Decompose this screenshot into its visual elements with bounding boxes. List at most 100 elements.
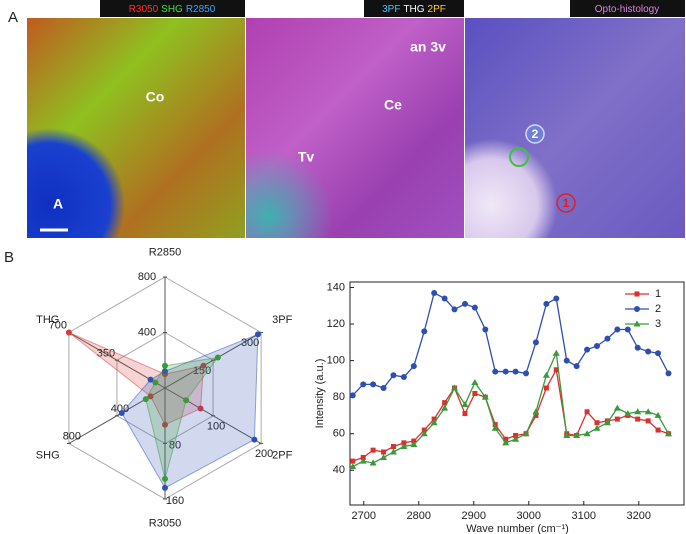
point	[349, 392, 356, 399]
point	[573, 432, 581, 439]
y-tick-label: 100	[327, 355, 345, 367]
tick-label: 150	[193, 365, 211, 377]
image-header	[100, 0, 245, 17]
point	[370, 447, 376, 453]
tick-label: 400	[138, 326, 156, 338]
image-header	[570, 0, 685, 17]
series-line	[352, 350, 670, 468]
point	[614, 326, 621, 333]
x-tick-label: 2700	[352, 510, 376, 522]
point	[431, 289, 438, 296]
radar-point	[162, 475, 168, 482]
radar-point	[142, 396, 149, 403]
y-tick-label: 140	[327, 281, 345, 293]
tick-label: 160	[166, 495, 184, 507]
y-axis-label: Intensity (a.u.)	[314, 359, 326, 429]
point	[522, 430, 530, 437]
radar-point	[254, 331, 261, 338]
roi-circle	[556, 193, 576, 213]
plot-frame	[349, 281, 685, 506]
radar-area	[121, 333, 259, 489]
point	[604, 335, 611, 342]
image-label: Ce	[384, 97, 402, 113]
radar-point	[183, 397, 190, 404]
point	[614, 416, 620, 422]
header-word: Opto-histology	[595, 4, 659, 15]
point	[654, 411, 662, 418]
point	[583, 430, 591, 437]
point	[533, 412, 539, 418]
point	[441, 295, 448, 302]
point	[390, 372, 397, 379]
axis-label: 2PF	[272, 450, 292, 462]
x-tick-label: 3000	[517, 510, 541, 522]
y-tick-label: 40	[333, 464, 345, 476]
point	[442, 400, 448, 406]
point	[411, 438, 417, 444]
image-header-text: Opto-histology	[595, 4, 659, 15]
radar-point	[162, 421, 168, 428]
point	[664, 430, 672, 437]
point	[401, 440, 407, 446]
point	[349, 463, 357, 470]
image-label: an 3v	[410, 39, 446, 55]
point	[381, 449, 387, 455]
image-label: Co	[146, 89, 165, 105]
point	[359, 457, 367, 464]
point	[624, 410, 632, 417]
legend-marker	[634, 291, 640, 297]
image-overlay	[27, 18, 245, 238]
point	[360, 454, 366, 460]
series-line	[352, 292, 670, 396]
radar-point	[147, 376, 154, 383]
point	[513, 433, 519, 439]
point	[512, 435, 520, 442]
point	[380, 385, 387, 392]
y-tick-label: 80	[333, 391, 345, 403]
point	[400, 374, 407, 381]
point	[471, 304, 478, 311]
point	[420, 430, 428, 437]
header-word: SHG	[161, 4, 183, 15]
point	[492, 368, 499, 375]
image-label: 2	[532, 127, 539, 141]
legend-label: 1	[655, 288, 661, 300]
header-word: 2PF	[428, 4, 446, 15]
legend-marker	[634, 306, 640, 312]
point	[350, 458, 356, 464]
radar-point	[162, 484, 168, 491]
x-tick-label: 3100	[572, 510, 596, 522]
point	[635, 416, 641, 422]
x-tick-label: 2800	[407, 510, 431, 522]
radar-point	[197, 405, 204, 412]
point	[421, 427, 427, 433]
point	[471, 379, 479, 386]
radar-point	[162, 368, 168, 375]
radar-point	[65, 329, 72, 336]
radar-point	[214, 354, 221, 361]
header-word: R3050	[129, 4, 159, 15]
point	[492, 422, 498, 428]
point	[644, 408, 652, 415]
tick-label: 100	[207, 420, 225, 432]
point	[369, 459, 377, 466]
point	[543, 385, 549, 391]
tick-label: 700	[49, 320, 67, 332]
point	[655, 350, 662, 357]
point	[410, 363, 417, 370]
radar-point	[200, 362, 207, 369]
point	[563, 432, 571, 439]
image-header-text: R3050 SHG R2850	[129, 4, 216, 15]
tick-label: 80	[169, 439, 181, 451]
axis-label: SHG	[36, 450, 60, 462]
point	[613, 404, 621, 411]
tick-label: 200	[255, 448, 273, 460]
point	[472, 391, 478, 396]
point	[563, 357, 570, 364]
x-tick-label: 2900	[462, 510, 486, 522]
point	[421, 328, 428, 335]
point	[503, 436, 509, 442]
tick-label: 800	[63, 431, 81, 443]
point	[370, 381, 377, 388]
